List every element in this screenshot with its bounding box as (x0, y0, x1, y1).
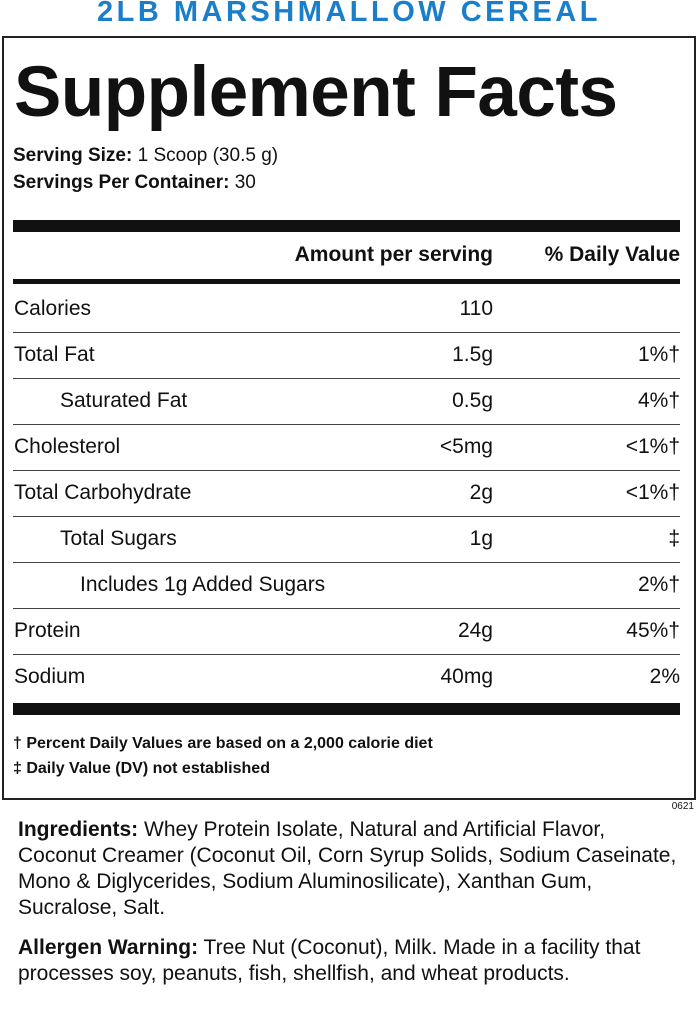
amount: <5mg (439, 435, 493, 458)
code: 0621 (671, 801, 694, 812)
nutrient-name: Cholesterol (14, 435, 121, 458)
thick-rule (13, 703, 680, 715)
panel-title: Supplement Facts (14, 53, 618, 132)
amount: 24g (457, 619, 493, 642)
daily-value: ‡ (668, 527, 680, 550)
amount: 40mg (440, 665, 493, 688)
amount: 0.5g (452, 389, 493, 412)
daily-value: 2%† (637, 573, 680, 596)
amount: 2g (469, 481, 493, 504)
row-separator (13, 654, 680, 655)
rule (13, 279, 680, 284)
daily-value: 4%† (637, 389, 680, 412)
text: Tree Nut (Coconut), Milk. Made in a faci… (18, 936, 641, 985)
nutrient-name: Calories (14, 297, 92, 320)
row-separator (13, 562, 680, 563)
value: 1 Scoop (30.5 g) (137, 145, 279, 166)
row-separator (13, 424, 680, 425)
row-separator (13, 332, 680, 333)
label: Servings Per Container: (13, 172, 230, 193)
label: Allergen Warning: (18, 936, 199, 959)
allergen-warning: Allergen Warning: Tree Nut (Coconut), Mi… (18, 935, 686, 987)
footnote: ‡ Daily Value (DV) not established (13, 760, 270, 777)
product-name: 2LB MARSHMALLOW CEREAL (97, 0, 601, 28)
row-separator (13, 378, 680, 379)
servings-per-container: Servings Per Container: 30 (13, 172, 256, 194)
footnote: † Percent Daily Values are based on a 2,… (13, 735, 433, 752)
row-separator (13, 608, 680, 609)
nutrient-name: Includes 1g Added Sugars (80, 573, 326, 596)
label: Serving Size: (13, 145, 133, 166)
daily-value: 2% (649, 665, 680, 688)
row-separator (13, 516, 680, 517)
nutrient-name: Protein (14, 619, 81, 642)
nutrient-name: Total Sugars (60, 527, 177, 550)
row-separator (13, 470, 680, 471)
serving-size: Serving Size: 1 Scoop (30.5 g) (13, 145, 278, 167)
nutrient-name: Total Fat (14, 343, 95, 366)
ingredients: Ingredients: Whey Protein Isolate, Natur… (18, 817, 686, 921)
daily-value: <1%† (625, 435, 680, 458)
daily-value: <1%† (625, 481, 680, 504)
daily-value: 1%† (637, 343, 680, 366)
value: 30 (234, 172, 256, 193)
thick-rule (13, 220, 680, 232)
nutrient-name: Saturated Fat (60, 389, 188, 412)
daily-value: 45%† (626, 619, 680, 642)
amount: 1.5g (452, 343, 493, 366)
label: Ingredients: (18, 818, 139, 841)
amount: 110 (459, 297, 493, 320)
dv-header: % Daily Value (544, 243, 680, 266)
nutrient-name: Total Carbohydrate (14, 481, 192, 504)
text: Whey Protein Isolate, Natural and Artifi… (18, 818, 677, 919)
nutrient-name: Sodium (14, 665, 86, 688)
facts-panel (2, 36, 696, 800)
amount-header: Amount per serving (294, 243, 493, 266)
amount: 1g (469, 527, 493, 550)
